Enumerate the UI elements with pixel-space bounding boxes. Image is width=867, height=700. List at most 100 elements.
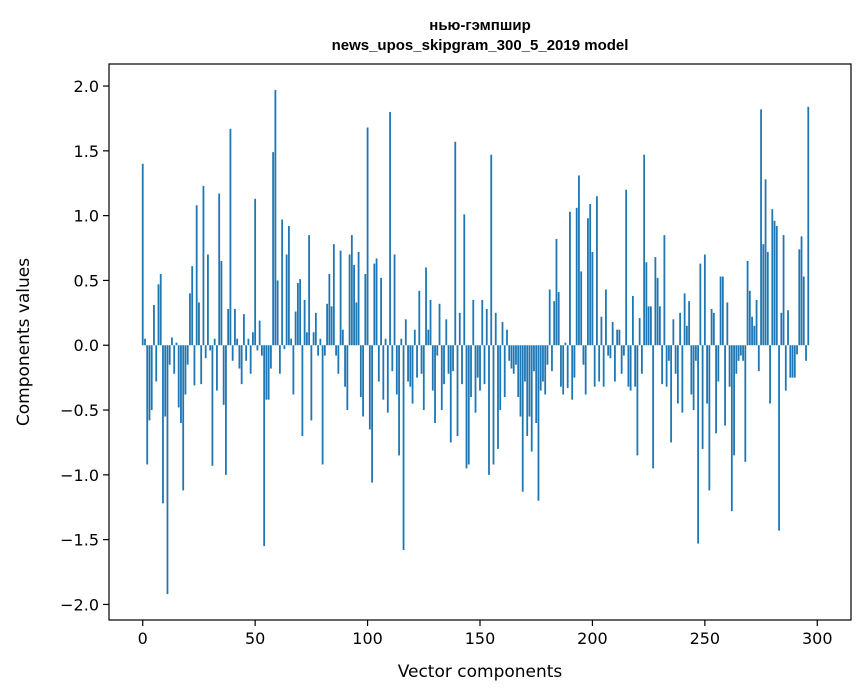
chart-title: нью-гэмпшир <box>429 17 530 34</box>
bar <box>229 128 232 346</box>
y-tick-label: 1.0 <box>74 207 99 226</box>
bar <box>535 345 538 423</box>
bar <box>159 273 162 346</box>
bar <box>721 276 724 346</box>
y-axis-label: Components values <box>14 258 34 426</box>
bar <box>375 258 378 346</box>
bar <box>305 332 308 346</box>
bar <box>240 345 243 385</box>
bar <box>292 345 295 395</box>
bar <box>227 308 230 346</box>
bar <box>211 345 214 466</box>
bar <box>263 345 266 547</box>
bar <box>332 244 335 346</box>
bar <box>346 345 349 411</box>
bar <box>744 345 747 462</box>
bar <box>443 345 445 385</box>
bar <box>155 345 158 382</box>
bar <box>656 277 659 346</box>
bar <box>404 319 407 346</box>
bar <box>510 345 513 369</box>
bar <box>751 316 753 346</box>
bar <box>643 154 646 346</box>
bar <box>789 345 792 378</box>
bar <box>231 345 234 361</box>
bar <box>775 226 778 346</box>
bar <box>431 345 434 391</box>
bar <box>769 345 771 404</box>
bar <box>753 325 756 346</box>
bar <box>735 345 738 374</box>
bar <box>719 276 722 346</box>
bar <box>488 345 490 475</box>
bar <box>501 321 504 346</box>
bar <box>168 345 171 365</box>
y-tick-label: 0.5 <box>74 271 99 290</box>
y-tick-label: 2.0 <box>74 77 99 96</box>
bars-group <box>141 89 810 595</box>
bar <box>323 345 326 356</box>
bar <box>694 345 697 361</box>
bar <box>494 312 497 346</box>
bar <box>398 345 400 456</box>
bar <box>652 345 655 469</box>
bar <box>447 345 450 374</box>
bar <box>182 345 185 491</box>
x-tick-label: 150 <box>465 629 496 648</box>
bar <box>670 345 673 443</box>
bar <box>341 329 344 346</box>
bar <box>470 345 472 398</box>
x-tick-label: 200 <box>577 629 608 648</box>
bar <box>490 154 493 346</box>
bar <box>551 345 553 372</box>
bar <box>485 308 488 346</box>
bar <box>600 316 603 346</box>
bar <box>382 345 385 400</box>
bar <box>326 303 328 346</box>
bar <box>726 302 729 346</box>
bar <box>771 209 774 346</box>
bar <box>542 345 544 382</box>
bar <box>748 290 751 346</box>
bar <box>796 345 798 355</box>
bar <box>452 345 454 372</box>
bar <box>191 266 194 346</box>
bar <box>782 235 785 346</box>
bar <box>434 345 436 423</box>
bar <box>247 338 250 346</box>
bar <box>461 345 463 385</box>
bar <box>582 345 585 365</box>
bar <box>357 251 360 346</box>
bar <box>216 345 218 391</box>
bar <box>587 218 589 346</box>
bar <box>420 345 423 374</box>
x-tick-label: 300 <box>802 629 833 648</box>
bar <box>258 320 261 346</box>
bar <box>377 345 380 382</box>
bar <box>171 337 173 346</box>
bar <box>290 338 293 346</box>
bar <box>791 345 794 378</box>
bar <box>638 318 641 346</box>
bar <box>150 345 153 411</box>
bar <box>742 345 744 361</box>
bar <box>519 345 522 417</box>
bar <box>701 345 704 449</box>
bar <box>254 198 257 346</box>
bar <box>337 345 340 374</box>
bar <box>676 345 679 404</box>
bar <box>512 345 515 374</box>
bar <box>184 345 187 395</box>
bar <box>238 345 241 369</box>
bar <box>335 345 337 356</box>
bar <box>474 345 477 413</box>
bar <box>458 312 461 346</box>
bar <box>308 235 311 346</box>
bar <box>605 289 607 346</box>
bar <box>454 141 457 346</box>
bar <box>438 303 441 346</box>
bar <box>355 302 358 346</box>
bar <box>274 89 277 346</box>
y-tick-label: −1.0 <box>60 466 99 485</box>
